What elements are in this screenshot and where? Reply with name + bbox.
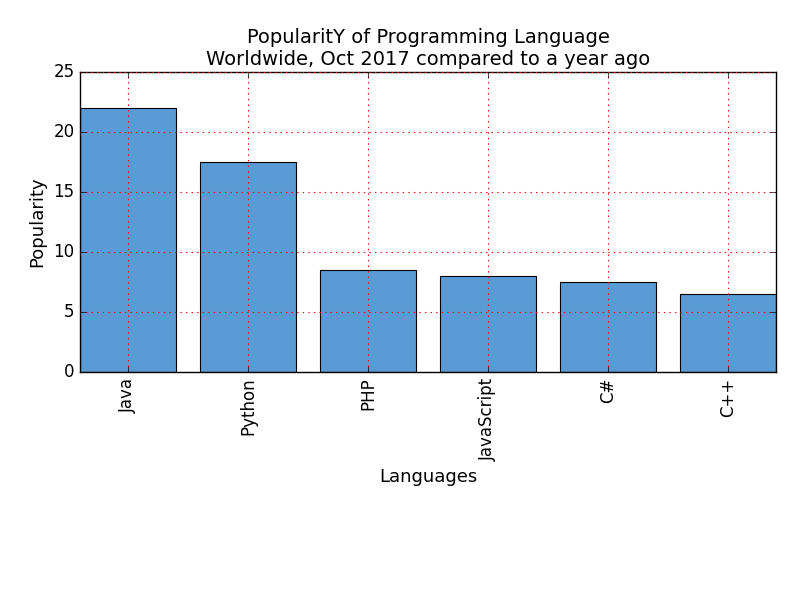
- Bar: [560, 282, 656, 372]
- X-axis label: Languages: Languages: [379, 467, 477, 485]
- Bar: [440, 276, 536, 372]
- Bar: [200, 162, 296, 372]
- Bar: [680, 294, 776, 372]
- Bar: [80, 108, 176, 372]
- Y-axis label: Popularity: Popularity: [28, 176, 46, 268]
- Title: PopularitY of Programming Language
Worldwide, Oct 2017 compared to a year ago: PopularitY of Programming Language World…: [206, 28, 650, 69]
- Bar: [320, 270, 416, 372]
